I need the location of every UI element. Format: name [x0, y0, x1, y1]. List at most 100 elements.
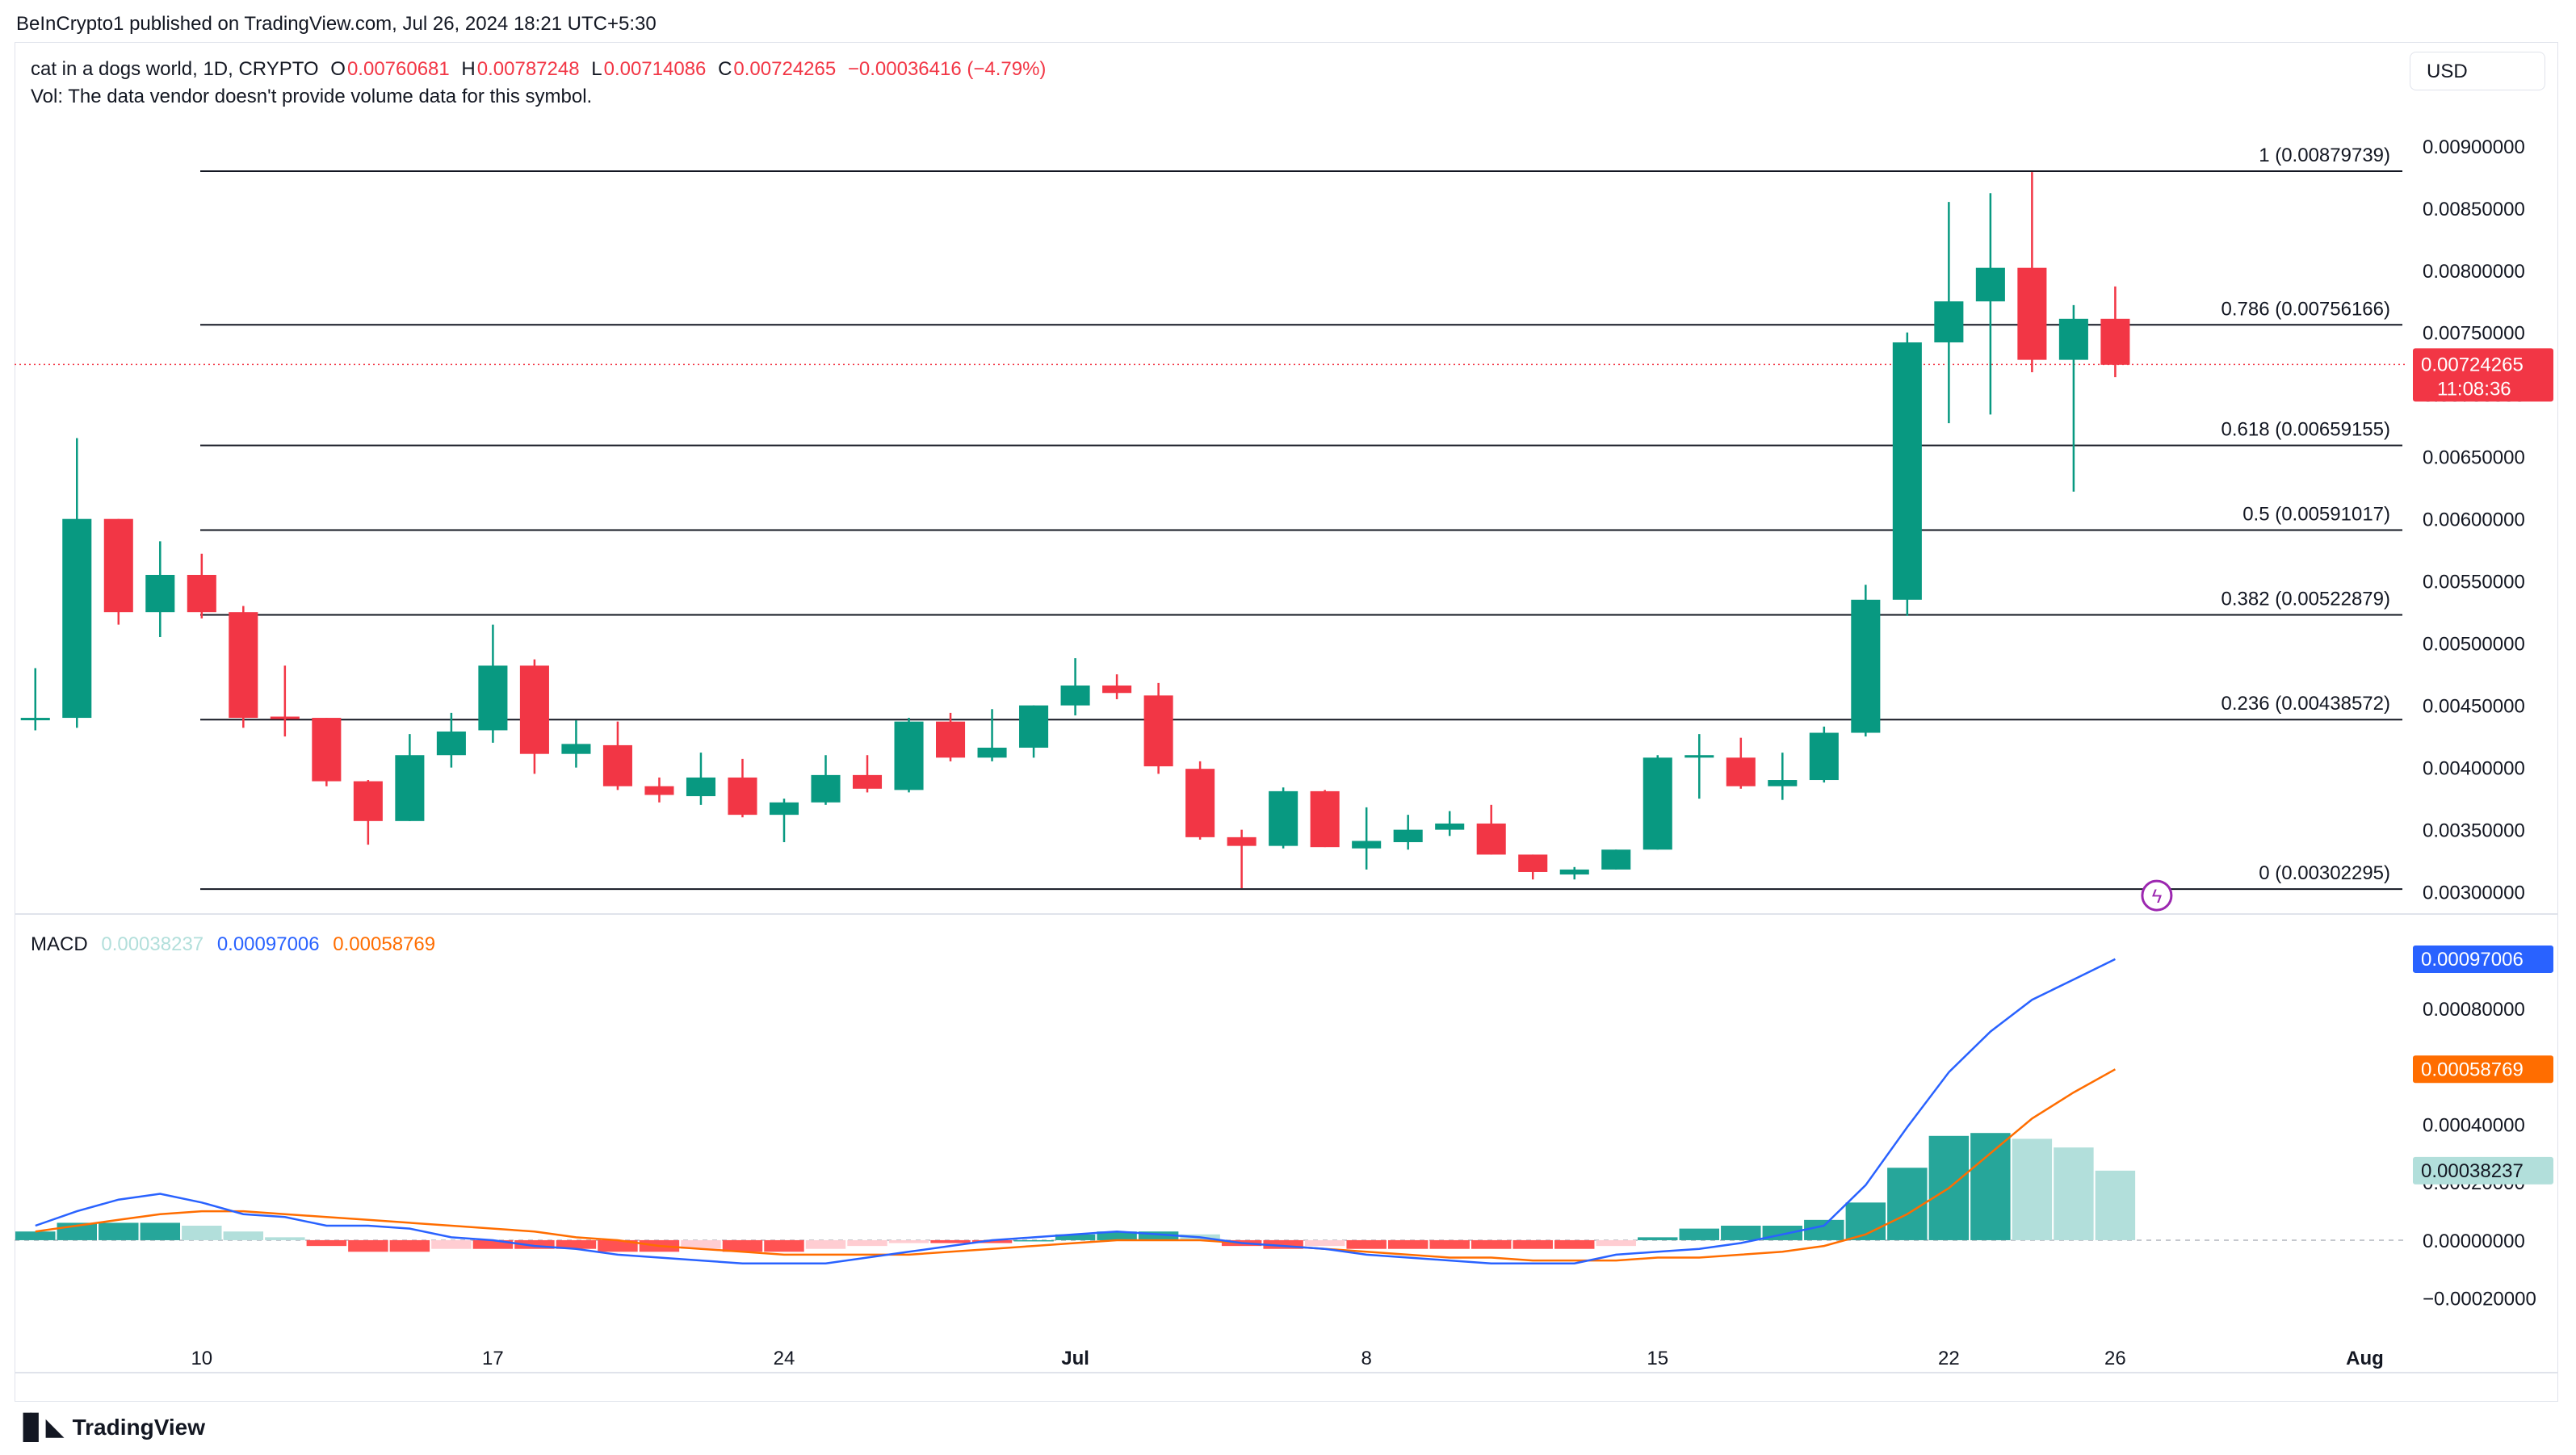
date-axis-tick: Jul	[1061, 1348, 1089, 1369]
macd-histogram-bar	[971, 1239, 1013, 1243]
candles-layer	[20, 172, 2130, 888]
price-axis-tick: 0.00600000	[2423, 509, 2525, 531]
macd-histogram-bar	[1596, 1239, 1636, 1247]
candle-body	[1019, 705, 1049, 748]
macd-signal-badge-text: 0.00058769	[2421, 1059, 2524, 1080]
macd-histogram-bar	[514, 1239, 555, 1249]
candle-body	[561, 744, 591, 754]
candle-body	[1934, 301, 1964, 343]
grid-layer	[15, 913, 2558, 1373]
candle-body	[1643, 757, 1672, 850]
macd-histogram-value: 0.00038237	[101, 933, 204, 955]
date-axis-tick: Aug	[2346, 1348, 2384, 1369]
macd-histogram-bar	[472, 1239, 514, 1249]
tradingview-logo-text: TradingView	[72, 1414, 206, 1440]
candle-body	[977, 748, 1007, 758]
fib-level-label: 0.618 (0.00659155)	[2221, 419, 2390, 441]
macd-histogram-bar	[1471, 1239, 1512, 1249]
macd-layer	[15, 958, 2406, 1264]
flash-event-icon	[2141, 879, 2173, 912]
macd-histogram-bar	[1638, 1237, 1678, 1240]
close-label: C	[718, 58, 732, 80]
candle-body	[1768, 780, 1798, 786]
macd-histogram-bar	[99, 1222, 139, 1240]
fib-level-label: 0.382 (0.00522879)	[2221, 588, 2390, 610]
macd-line-badge-text: 0.00097006	[2421, 949, 2524, 971]
current-price-badge: 0.00724265 11:08:36	[2413, 348, 2553, 402]
macd-histogram-bar	[598, 1239, 638, 1252]
macd-histogram-bar	[15, 1231, 56, 1240]
low-value: 0.00714086	[603, 58, 707, 80]
candle-body	[478, 665, 508, 731]
candle-body	[2100, 318, 2130, 365]
macd-line-badge-bg	[2413, 945, 2553, 973]
candle-body	[1102, 686, 1132, 694]
candle-body	[1684, 755, 1714, 758]
candle-body	[728, 777, 757, 816]
macd-histogram-bar	[1346, 1239, 1387, 1249]
macd-histogram-bar	[1970, 1133, 2011, 1240]
macd-histogram-bar	[431, 1239, 472, 1249]
candle-body	[811, 774, 841, 803]
macd-label[interactable]: MACD	[31, 933, 88, 955]
candle-body	[1559, 869, 1589, 875]
candle-body	[1476, 823, 1506, 855]
currency-button[interactable]: USD	[2410, 52, 2545, 90]
current-price-badge-countdown: 11:08:36	[2437, 378, 2511, 400]
macd-line-badge: 0.00097006	[2413, 945, 2553, 973]
price-axis-tick: 0.00850000	[2423, 199, 2525, 220]
macd-histogram-bar	[556, 1239, 597, 1249]
price-axis-tick: 0.00350000	[2423, 820, 2525, 842]
macd-histogram-bar	[265, 1237, 305, 1240]
candle-body	[1726, 757, 1756, 786]
candle-body	[2058, 318, 2088, 360]
macd-histogram-bar	[1679, 1228, 1720, 1240]
candle-body	[229, 612, 258, 719]
macd-histogram-bar	[805, 1239, 846, 1249]
macd-histogram-bar	[1554, 1239, 1595, 1249]
candle-body	[1601, 849, 1631, 870]
candle-body	[1185, 769, 1215, 837]
price-axis-tick: 0.00800000	[2423, 261, 2525, 283]
macd-histogram-bar	[847, 1239, 887, 1247]
price-axis-tick: 0.00900000	[2423, 136, 2525, 158]
macd-signal-badge: 0.00058769	[2413, 1055, 2553, 1084]
fib-level-label: 0.236 (0.00438572)	[2221, 693, 2390, 715]
candle-body	[145, 574, 175, 613]
macd-signal-value: 0.00058769	[333, 933, 436, 955]
low-label: L	[591, 58, 602, 80]
date-axis-tick: 15	[1647, 1348, 1668, 1369]
price-axis-tick: 0.00750000	[2423, 323, 2525, 345]
fib-level-label: 0 (0.00302295)	[2259, 862, 2390, 884]
candle-body	[62, 518, 92, 719]
candle-body	[187, 574, 216, 613]
symbol-title[interactable]: cat in a dogs world, 1D, CRYPTO	[31, 58, 319, 80]
tradingview-logo[interactable]: ▐▌◣ TradingView	[15, 1413, 205, 1441]
price-axis-tick: 0.00500000	[2423, 634, 2525, 656]
candle-body	[1975, 267, 2005, 302]
candle-body	[20, 718, 50, 721]
price-axis-tick: 0.00650000	[2423, 447, 2525, 469]
candle-body	[1060, 686, 1090, 706]
publisher-caption: BeInCrypto1 published on TradingView.com…	[16, 13, 657, 35]
price-change: −0.00036416 (−4.79%)	[847, 58, 1047, 80]
candle-body	[1310, 790, 1340, 848]
macd-histogram-bar	[722, 1239, 763, 1252]
candle-body	[852, 774, 883, 789]
tradingview-logo-icon: ▐▌◣	[15, 1414, 65, 1440]
high-label: H	[461, 58, 476, 80]
symbol-legend: cat in a dogs world, 1D, CRYPTO O0.00760…	[31, 58, 1052, 81]
macd-histogram-bar	[389, 1239, 430, 1252]
candle-body	[2017, 267, 2047, 360]
candle-body	[353, 781, 383, 821]
current-price-badge-value: 0.00724265	[2421, 354, 2524, 375]
candle-body	[1892, 342, 1922, 600]
candle-body	[1435, 823, 1465, 830]
candle-body	[686, 777, 715, 797]
macd-histogram-bar	[1804, 1219, 1844, 1240]
price-axis-tick: 0.00400000	[2423, 758, 2525, 780]
macd-histogram-bar	[1097, 1231, 1137, 1240]
macd-histogram-bar	[348, 1239, 388, 1252]
candle-body	[395, 755, 425, 821]
